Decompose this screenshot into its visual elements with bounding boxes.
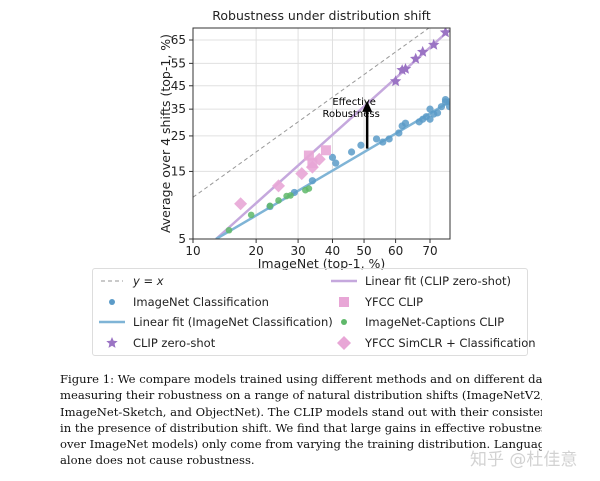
caption-line: in the presence of distribution shift. W…: [60, 420, 542, 435]
data-point-circle: [426, 105, 434, 113]
legend-marker-icon: [331, 293, 357, 311]
arrow-head: [362, 100, 373, 112]
data-point-star: [396, 64, 408, 75]
caption-line: measuring their robustness on a range of…: [60, 388, 542, 403]
legend-label: CLIP zero-shot: [133, 335, 216, 350]
caption-line: ImageNet-Sketch, and ObjectNet). The CLI…: [60, 404, 542, 419]
data-point-green: [275, 197, 282, 204]
legend-marker-icon: [331, 334, 357, 352]
data-point-square: [303, 150, 314, 161]
chart-title: Robustness under distribution shift: [212, 8, 431, 23]
x-tick-label: 10: [185, 244, 200, 258]
legend-marker-icon: [99, 334, 125, 352]
data-point-circle: [395, 129, 403, 137]
caption-line: Figure 1: We compare models trained usin…: [60, 372, 542, 386]
x-tick-label: 20: [248, 244, 263, 258]
x-tick-label: 60: [388, 244, 403, 258]
legend-label: Linear fit (CLIP zero-shot): [365, 274, 512, 288]
annotation-text: Robustness: [322, 109, 379, 120]
plot-marks: [193, 28, 450, 239]
data-point-diamond: [272, 179, 286, 193]
legend-label: ImageNet Classification: [133, 294, 269, 309]
data-point-circle: [308, 177, 317, 185]
data-point-star: [417, 45, 429, 57]
data-point-circle: [426, 115, 434, 123]
y-tick-label: 5: [178, 232, 186, 246]
x-tick-label: 40: [325, 244, 340, 258]
y-tick-label: 45: [171, 79, 186, 93]
legend-marker-icon: [99, 313, 125, 331]
legend-label: y = x: [133, 274, 164, 288]
data-point-green: [287, 192, 294, 199]
y-tick-label: 15: [171, 164, 186, 178]
data-point-star: [428, 38, 440, 50]
y-axis-label: Average over 4 shifts (top-1, %): [158, 34, 173, 233]
data-point-circle: [385, 135, 393, 143]
caption-line: over ImageNet models) only come from var…: [60, 437, 542, 452]
legend-marker-icon: [99, 293, 125, 311]
x-tick-label: 50: [356, 244, 371, 258]
legend-label: Linear fit (ImageNet Classification): [133, 315, 333, 329]
chart: 10 20 30 40 50 60 705152535455565EffectiveRobu…: [158, 8, 451, 270]
figure-caption: Figure 1: We compare models trained usin…: [60, 371, 542, 469]
legend-marker-icon: [331, 313, 357, 331]
data-point-square: [320, 145, 331, 156]
data-point-star: [389, 75, 402, 87]
data-point-circle: [357, 141, 365, 149]
y-tick-label: 55: [171, 56, 186, 70]
data-point-star: [439, 28, 450, 38]
plot-area: [193, 28, 450, 239]
data-point-circle: [445, 103, 450, 111]
y-tick-label: 65: [171, 33, 186, 47]
series-line: [193, 28, 430, 198]
data-point-circle: [433, 109, 442, 117]
data-point-diamond: [295, 167, 309, 181]
caption-line: alone does not cause robustness.: [60, 453, 255, 468]
legend-marker-icon: [99, 272, 125, 290]
data-point-circle: [332, 159, 340, 167]
x-tick-label: 70: [422, 244, 437, 258]
legend-label: YFCC CLIP: [365, 294, 424, 309]
y-tick-label: 35: [171, 102, 186, 116]
data-point-green: [266, 202, 274, 210]
legend-label: YFCC SimCLR + Classification: [365, 335, 536, 350]
data-point-star: [399, 63, 412, 74]
data-point-circle: [379, 138, 387, 146]
plot-frame: [192, 27, 451, 240]
data-point-green: [225, 226, 233, 234]
data-point-circle: [401, 119, 410, 127]
data-point-circle: [347, 148, 356, 156]
data-point-diamond: [234, 197, 248, 211]
data-point-green: [305, 185, 313, 192]
series-line: [215, 28, 450, 239]
data-point-circle: [437, 103, 446, 111]
data-point-green: [247, 211, 255, 219]
series-line: [215, 100, 450, 239]
data-point-diamond: [305, 160, 319, 174]
legend: y = x Linear fit (CLIP zero-shot) ImageNet…: [92, 268, 536, 356]
annotation-text: Effective: [332, 97, 376, 108]
watermark: 知乎 @杜佳意: [470, 450, 578, 470]
data-point-circle: [372, 135, 381, 143]
y-tick-label: 25: [171, 129, 186, 143]
data-point-diamond: [312, 152, 326, 166]
legend-label: ImageNet-Captions CLIP: [365, 315, 505, 329]
x-tick-label: 30: [290, 244, 305, 258]
data-point-circle: [328, 153, 337, 161]
data-point-star: [410, 52, 422, 64]
x-axis-label: ImageNet (top-1, %): [258, 256, 386, 270]
legend-marker-icon: [331, 272, 357, 290]
